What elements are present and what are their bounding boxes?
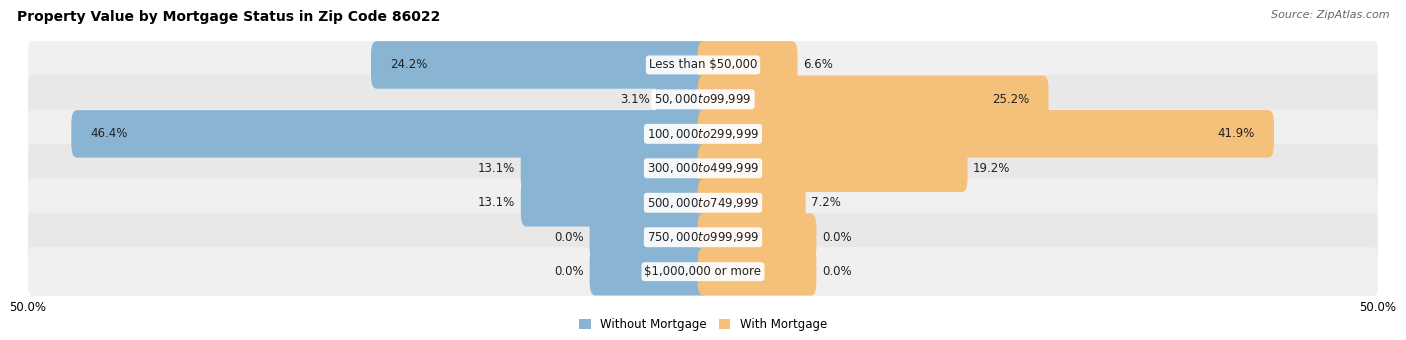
Text: 13.1%: 13.1% <box>478 196 516 209</box>
FancyBboxPatch shape <box>520 179 709 226</box>
FancyBboxPatch shape <box>28 247 1378 296</box>
Text: $750,000 to $999,999: $750,000 to $999,999 <box>647 230 759 244</box>
FancyBboxPatch shape <box>28 144 1378 193</box>
Text: $50,000 to $99,999: $50,000 to $99,999 <box>654 92 752 106</box>
Text: $1,000,000 or more: $1,000,000 or more <box>644 265 762 278</box>
Text: 41.9%: 41.9% <box>1218 128 1256 140</box>
FancyBboxPatch shape <box>589 248 709 295</box>
Text: Property Value by Mortgage Status in Zip Code 86022: Property Value by Mortgage Status in Zip… <box>17 10 440 24</box>
FancyBboxPatch shape <box>28 40 1378 89</box>
FancyBboxPatch shape <box>28 213 1378 262</box>
Text: 7.2%: 7.2% <box>811 196 841 209</box>
Text: 3.1%: 3.1% <box>620 93 651 106</box>
Text: 25.2%: 25.2% <box>993 93 1029 106</box>
FancyBboxPatch shape <box>697 110 1274 158</box>
Text: $100,000 to $299,999: $100,000 to $299,999 <box>647 127 759 141</box>
FancyBboxPatch shape <box>697 214 817 261</box>
FancyBboxPatch shape <box>697 41 797 89</box>
FancyBboxPatch shape <box>697 144 967 192</box>
Text: 0.0%: 0.0% <box>821 265 852 278</box>
Text: 24.2%: 24.2% <box>389 58 427 71</box>
Text: 13.1%: 13.1% <box>478 162 516 175</box>
Text: Source: ZipAtlas.com: Source: ZipAtlas.com <box>1271 10 1389 20</box>
FancyBboxPatch shape <box>28 109 1378 158</box>
FancyBboxPatch shape <box>589 214 709 261</box>
FancyBboxPatch shape <box>72 110 709 158</box>
Text: 6.6%: 6.6% <box>803 58 832 71</box>
Legend: Without Mortgage, With Mortgage: Without Mortgage, With Mortgage <box>574 313 832 336</box>
Text: 0.0%: 0.0% <box>554 265 585 278</box>
FancyBboxPatch shape <box>697 179 806 226</box>
FancyBboxPatch shape <box>28 75 1378 124</box>
Text: 0.0%: 0.0% <box>821 231 852 244</box>
Text: 46.4%: 46.4% <box>90 128 128 140</box>
Text: 19.2%: 19.2% <box>973 162 1011 175</box>
FancyBboxPatch shape <box>520 144 709 192</box>
FancyBboxPatch shape <box>697 75 1049 123</box>
FancyBboxPatch shape <box>655 75 709 123</box>
FancyBboxPatch shape <box>371 41 709 89</box>
FancyBboxPatch shape <box>697 248 817 295</box>
FancyBboxPatch shape <box>28 178 1378 227</box>
Text: Less than $50,000: Less than $50,000 <box>648 58 758 71</box>
Text: 0.0%: 0.0% <box>554 231 585 244</box>
Text: $500,000 to $749,999: $500,000 to $749,999 <box>647 196 759 210</box>
Text: $300,000 to $499,999: $300,000 to $499,999 <box>647 161 759 175</box>
